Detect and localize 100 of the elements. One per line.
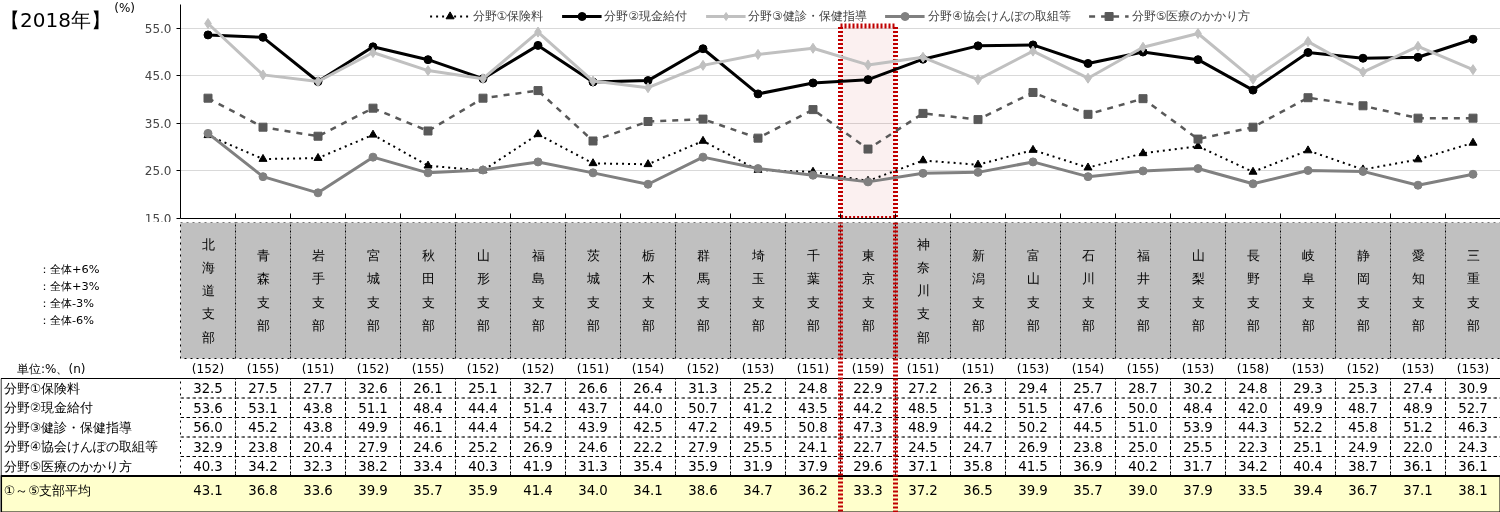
data-label: 30.9: [1458, 381, 1488, 397]
data-label: 22.3: [1238, 439, 1268, 455]
data-label: 31.3: [578, 459, 608, 475]
x-tick-label: 新潟支部: [971, 248, 985, 333]
data-label: 32.7: [523, 381, 553, 397]
text: 38.6: [688, 483, 718, 498]
data-label: 51.1: [358, 400, 388, 416]
data-label: 22.7: [853, 439, 883, 455]
data-label: 42.5: [633, 420, 663, 436]
data-label: 23.8: [1073, 439, 1103, 455]
y-tick-label: 55.0: [144, 21, 172, 36]
data-label: 50.7: [688, 400, 718, 416]
text: 39.4: [1293, 483, 1323, 498]
data-label: 24.7: [963, 439, 993, 455]
data-label: 48.9: [908, 420, 938, 436]
data-label: 47.2: [688, 420, 718, 436]
data-label: 52.2: [1293, 420, 1323, 436]
x-tick-label: 山形支部: [476, 248, 490, 333]
text: (151): [576, 361, 610, 376]
x-tick-label: 石川支部: [1081, 248, 1095, 333]
data-label: 50.2: [1018, 420, 1048, 436]
data-label: 31.9: [743, 459, 773, 475]
data-label: 25.2: [743, 381, 773, 397]
x-tick-label: 山梨支部: [1191, 248, 1205, 333]
data-label: 36.1: [1458, 459, 1488, 475]
text: 36.5: [963, 483, 993, 498]
y-tick-label: 35.0: [144, 116, 172, 131]
data-label: 25.3: [1348, 381, 1378, 397]
y-tick-label: 25.0: [144, 164, 172, 179]
data-label: 51.0: [1128, 420, 1158, 436]
x-tick-label: 東京支部: [861, 248, 875, 333]
data-label: 24.6: [578, 439, 608, 455]
data-label: 35.9: [688, 459, 718, 475]
x-tick-label: 秋田支部: [421, 248, 435, 333]
text: 39.0: [1128, 483, 1158, 498]
text: 38.1: [1458, 483, 1488, 498]
data-label: 38.2: [358, 459, 388, 475]
text: (151): [906, 361, 940, 376]
data-label: 25.5: [743, 439, 773, 455]
x-tick-label: 群馬支部: [695, 248, 710, 333]
data-label: 27.9: [688, 439, 718, 455]
legend-label: 分野③健診・保健指導: [748, 7, 867, 25]
data-label: 44.0: [633, 400, 663, 416]
data-label: 40.4: [1293, 459, 1323, 475]
y-axis-title: (%): [114, 0, 135, 17]
data-label: 22.2: [633, 439, 663, 455]
data-label: 27.4: [1403, 381, 1433, 397]
data-label: 27.2: [908, 381, 938, 397]
text: 37.1: [1403, 483, 1433, 498]
text: 33.6: [303, 483, 333, 498]
text: 35.7: [1073, 483, 1103, 498]
x-tick-label: 北海道支部: [201, 236, 215, 345]
data-label: 48.4: [1183, 400, 1213, 416]
data-label: 43.9: [578, 420, 608, 436]
data-label: 24.3: [1458, 439, 1488, 455]
data-label: 27.7: [303, 381, 333, 397]
data-label: 24.8: [1238, 381, 1268, 397]
data-label: 43.8: [303, 400, 333, 416]
text: (155): [411, 361, 445, 376]
data-label: 24.9: [1348, 439, 1378, 455]
data-label: 51.5: [1018, 400, 1048, 416]
data-label: 26.4: [633, 381, 663, 397]
text: (154): [631, 361, 665, 376]
data-label: 35.4: [633, 459, 663, 475]
data-label: 47.6: [1073, 400, 1103, 416]
text: (155): [246, 361, 280, 376]
text: 35.9: [468, 483, 498, 498]
x-tick-label: 富山支部: [1026, 248, 1040, 333]
data-label: 44.3: [1238, 420, 1268, 436]
y-tick-label: 15.0: [144, 211, 172, 226]
data-label: 49.9: [1293, 400, 1323, 416]
data-label: 41.2: [743, 400, 773, 416]
data-label: 54.2: [523, 420, 553, 436]
text: 分野④協会けんぽの取組等: [3, 439, 159, 455]
data-label: 47.3: [853, 420, 883, 436]
text: (154): [1071, 361, 1105, 376]
text: ：全体-6%: [39, 312, 95, 327]
text: (152): [191, 361, 225, 376]
x-tick-label: 神奈川支部: [916, 236, 930, 345]
x-tick-label: 岩手支部: [311, 248, 325, 333]
text: (153): [1401, 361, 1435, 376]
data-label: 44.4: [468, 400, 498, 416]
text: (152): [356, 361, 390, 376]
data-label: 25.1: [468, 381, 498, 397]
legend-label: 分野⑤医療のかかり方: [1131, 7, 1251, 25]
text: (152): [686, 361, 720, 376]
text: ：全体-3%: [39, 295, 95, 310]
data-label: 22.9: [853, 381, 883, 397]
text: (151): [961, 361, 995, 376]
text: (155): [1126, 361, 1160, 376]
data-label: 52.7: [1458, 400, 1488, 416]
legend-label: 分野②現金給付: [604, 7, 688, 25]
text: 39.9: [1018, 483, 1048, 498]
text: (153): [1291, 361, 1325, 376]
text: 単位:%、(n): [17, 361, 86, 376]
data-label: 48.9: [1403, 400, 1433, 416]
text: 35.7: [413, 483, 443, 498]
data-label: 50.8: [798, 420, 828, 436]
text: 41.4: [523, 483, 553, 498]
x-tick-label: 長野支部: [1246, 248, 1260, 333]
